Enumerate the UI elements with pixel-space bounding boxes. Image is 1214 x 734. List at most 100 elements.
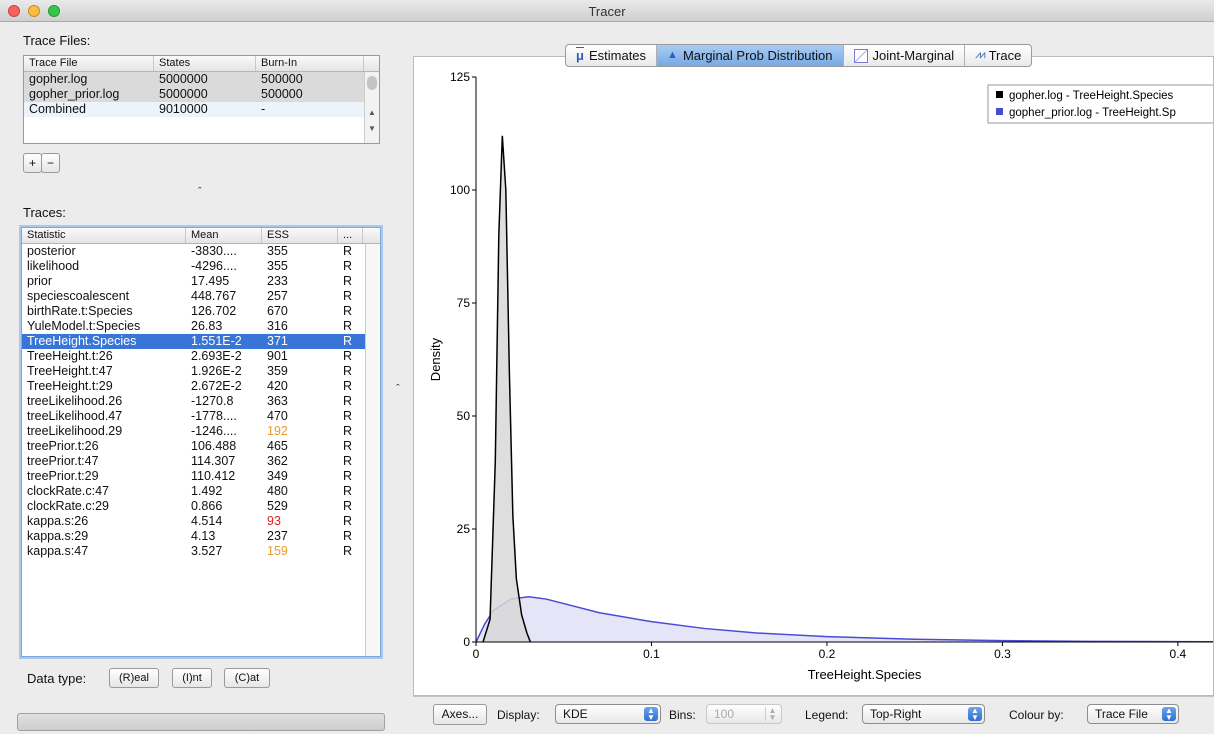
table-row[interactable]: treeLikelihood.26 -1270.8 363 R bbox=[22, 394, 380, 409]
column-header-states[interactable]: States bbox=[154, 56, 256, 71]
tab-estimates-label: Estimates bbox=[588, 48, 647, 63]
y-tick-label: 125 bbox=[450, 70, 470, 84]
table-row[interactable]: TreeHeight.t:47 1.926E-2 359 R bbox=[22, 364, 380, 379]
table-row[interactable]: TreeHeight.Species 1.551E-2 371 R bbox=[22, 334, 380, 349]
table-cell: prior bbox=[27, 274, 53, 288]
table-row[interactable]: treePrior.t:26 106.488 465 R bbox=[22, 439, 380, 454]
legend-label: Legend: bbox=[805, 708, 849, 722]
scrollbar-thumb[interactable] bbox=[367, 76, 377, 90]
table-row[interactable]: TreeHeight.t:29 2.672E-2 420 R bbox=[22, 379, 380, 394]
table-row[interactable]: prior 17.495 233 R bbox=[22, 274, 380, 289]
column-header-type[interactable]: ... bbox=[338, 228, 363, 243]
column-header-ess[interactable]: ESS bbox=[262, 228, 338, 243]
table-row[interactable]: clockRate.c:29 0.866 529 R bbox=[22, 499, 380, 514]
table-row[interactable]: speciescoalescent 448.767 257 R bbox=[22, 289, 380, 304]
table-cell: kappa.s:47 bbox=[27, 544, 89, 558]
column-header-mean[interactable]: Mean bbox=[186, 228, 262, 243]
trace-files-scrollbar[interactable]: ▲ ▼ bbox=[364, 72, 379, 143]
display-select[interactable]: KDE ▲ ▼ bbox=[555, 704, 661, 724]
display-select-value: KDE bbox=[563, 707, 588, 721]
close-window-button[interactable] bbox=[8, 5, 20, 17]
legend-swatch bbox=[996, 108, 1003, 115]
select-arrows-icon: ▲ ▼ bbox=[1162, 707, 1176, 722]
y-tick-label: 25 bbox=[457, 522, 471, 536]
table-row[interactable]: likelihood -4296.... 355 R bbox=[22, 259, 380, 274]
add-trace-file-button[interactable]: + bbox=[23, 153, 42, 173]
axes-button[interactable]: Axes... bbox=[433, 704, 487, 725]
table-cell: treePrior.t:29 bbox=[27, 469, 99, 483]
traces-scrollbar[interactable] bbox=[365, 244, 380, 656]
tab-marginal-prob-distribution[interactable]: ▲ Marginal Prob Distribution bbox=[657, 45, 844, 66]
vertical-splitter-handle-icon[interactable]: ˆ bbox=[396, 383, 400, 395]
column-header-trace-file[interactable]: Trace File bbox=[24, 56, 154, 71]
table-row[interactable]: kappa.s:29 4.13 237 R bbox=[22, 529, 380, 544]
table-cell: 470 bbox=[267, 409, 288, 423]
progress-bar bbox=[17, 713, 385, 731]
tab-joint-marginal[interactable]: Joint-Marginal bbox=[844, 45, 966, 66]
y-tick-label: 50 bbox=[457, 409, 471, 423]
y-tick-label: 100 bbox=[450, 183, 470, 197]
table-cell: 233 bbox=[267, 274, 288, 288]
table-cell: 114.307 bbox=[191, 454, 236, 468]
table-cell: -1246.... bbox=[191, 424, 237, 438]
table-cell: R bbox=[343, 514, 353, 528]
y-tick-label: 0 bbox=[463, 635, 470, 649]
real-type-button[interactable]: (R)eal bbox=[109, 668, 159, 688]
table-row[interactable]: kappa.s:47 3.527 159 R bbox=[22, 544, 380, 559]
table-cell: 359 bbox=[267, 364, 288, 378]
trace-files-label: Trace Files: bbox=[23, 33, 91, 48]
table-cell: 362 bbox=[267, 454, 288, 468]
table-row[interactable]: kappa.s:26 4.514 93 R bbox=[22, 514, 380, 529]
table-row[interactable]: Combined 9010000 - bbox=[24, 102, 379, 117]
scroll-down-arrow-icon[interactable]: ▼ bbox=[368, 124, 376, 133]
x-axis-label: TreeHeight.Species bbox=[808, 667, 922, 682]
table-cell: 465 bbox=[267, 439, 288, 453]
tab-marginal-label: Marginal Prob Distribution bbox=[682, 48, 833, 63]
table-cell: R bbox=[343, 304, 353, 318]
table-row[interactable]: treeLikelihood.29 -1246.... 192 R bbox=[22, 424, 380, 439]
tab-trace[interactable]: ⩘⩘ Trace bbox=[965, 45, 1031, 66]
table-row[interactable]: gopher.log 5000000 500000 bbox=[24, 72, 379, 87]
table-cell: 529 bbox=[267, 499, 288, 513]
tab-trace-label: Trace bbox=[988, 48, 1022, 63]
table-row[interactable]: clockRate.c:47 1.492 480 R bbox=[22, 484, 380, 499]
table-cell: R bbox=[343, 424, 353, 438]
table-cell: R bbox=[343, 319, 353, 333]
table-cell: treeLikelihood.29 bbox=[27, 424, 123, 438]
series-area-1 bbox=[476, 596, 1213, 642]
zoom-window-button[interactable] bbox=[48, 5, 60, 17]
table-cell: Combined bbox=[29, 102, 86, 116]
column-header-statistic[interactable]: Statistic bbox=[22, 228, 186, 243]
table-row[interactable]: gopher_prior.log 5000000 500000 bbox=[24, 87, 379, 102]
tab-joint-marginal-label: Joint-Marginal bbox=[872, 48, 955, 63]
table-row[interactable]: treePrior.t:47 114.307 362 R bbox=[22, 454, 380, 469]
table-cell: R bbox=[343, 409, 353, 423]
table-cell: kappa.s:29 bbox=[27, 529, 89, 543]
tab-estimates[interactable]: μ Estimates bbox=[566, 45, 658, 66]
title-bar: Tracer bbox=[0, 0, 1214, 22]
splitter-handle-icon[interactable]: ˆ bbox=[198, 186, 202, 198]
colour-by-select[interactable]: Trace File ▲ ▼ bbox=[1087, 704, 1179, 724]
table-row[interactable]: YuleModel.t:Species 26.83 316 R bbox=[22, 319, 380, 334]
table-row[interactable]: treePrior.t:29 110.412 349 R bbox=[22, 469, 380, 484]
int-type-button[interactable]: (I)nt bbox=[172, 668, 212, 688]
table-row[interactable]: treeLikelihood.47 -1778.... 470 R bbox=[22, 409, 380, 424]
table-cell: 448.767 bbox=[191, 289, 237, 303]
cat-type-button[interactable]: (C)at bbox=[224, 668, 270, 688]
minimize-window-button[interactable] bbox=[28, 5, 40, 17]
table-row[interactable]: TreeHeight.t:26 2.693E-2 901 R bbox=[22, 349, 380, 364]
remove-trace-file-button[interactable]: − bbox=[41, 153, 60, 173]
legend-select[interactable]: Top-Right ▲ ▼ bbox=[862, 704, 985, 724]
x-tick-label: 0.4 bbox=[1170, 647, 1187, 661]
table-cell: speciescoalescent bbox=[27, 289, 130, 303]
column-header-burn-in[interactable]: Burn-In bbox=[256, 56, 364, 71]
table-row[interactable]: birthRate.t:Species 126.702 670 R bbox=[22, 304, 380, 319]
table-cell: R bbox=[343, 454, 353, 468]
table-cell: 349 bbox=[267, 469, 288, 483]
bins-stepper[interactable]: 100 ▲ ▼ bbox=[706, 704, 782, 724]
scroll-up-arrow-icon[interactable]: ▲ bbox=[368, 108, 376, 117]
colour-by-select-value: Trace File bbox=[1095, 707, 1148, 721]
bins-value: 100 bbox=[714, 707, 735, 721]
table-row[interactable]: posterior -3830.... 355 R bbox=[22, 244, 380, 259]
table-cell: YuleModel.t:Species bbox=[27, 319, 141, 333]
